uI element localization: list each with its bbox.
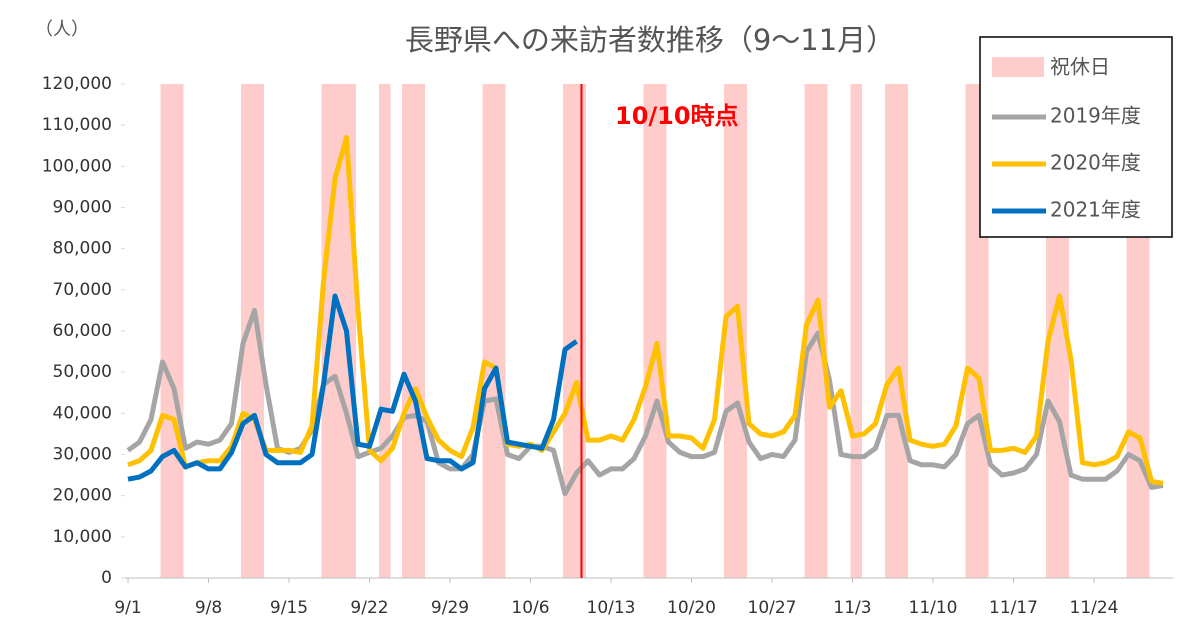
y-tick-label: 10,000 bbox=[53, 527, 112, 547]
holiday-band bbox=[172, 84, 184, 578]
x-tick-label: 11/24 bbox=[1070, 598, 1119, 618]
holiday-band bbox=[333, 84, 345, 578]
x-tick-label: 9/8 bbox=[195, 598, 222, 618]
x-tick-label: 9/22 bbox=[350, 598, 388, 618]
holiday-band bbox=[885, 84, 897, 578]
y-tick-label: 0 bbox=[101, 568, 112, 588]
holiday-band bbox=[655, 84, 667, 578]
y-tick-label: 40,000 bbox=[53, 403, 112, 423]
y-tick-label: 80,000 bbox=[53, 239, 112, 259]
holiday-band bbox=[413, 84, 425, 578]
x-tick-label: 11/3 bbox=[833, 598, 871, 618]
y-axis-label: （人） bbox=[35, 19, 89, 40]
holiday-band bbox=[804, 84, 816, 578]
holiday-band bbox=[494, 84, 506, 578]
holiday-band bbox=[965, 84, 977, 578]
x-tick-label: 11/17 bbox=[989, 598, 1038, 618]
series-line bbox=[127, 135, 1164, 486]
x-tick-label: 10/13 bbox=[587, 598, 636, 618]
legend-box bbox=[979, 36, 1173, 238]
y-tick-label: 70,000 bbox=[53, 280, 112, 300]
holiday-band bbox=[160, 84, 172, 578]
legend-swatch bbox=[992, 57, 1044, 77]
holiday-band bbox=[724, 84, 736, 578]
holiday-band bbox=[896, 84, 908, 578]
chart-title: 長野県への来訪者数推移（9～11月） bbox=[405, 23, 895, 57]
y-tick-label: 100,000 bbox=[42, 156, 112, 176]
holiday-band bbox=[402, 84, 414, 578]
holiday-band bbox=[574, 84, 586, 578]
legend-label: 2019年度 bbox=[1050, 104, 1141, 128]
holiday-band bbox=[977, 84, 989, 578]
y-tick-label: 20,000 bbox=[53, 486, 112, 506]
holiday-band bbox=[1126, 84, 1138, 578]
x-tick-label: 9/1 bbox=[114, 598, 141, 618]
y-tick-label: 50,000 bbox=[53, 362, 112, 382]
series-line bbox=[127, 293, 578, 482]
legend-label: 2020年度 bbox=[1050, 151, 1141, 175]
y-tick-label: 60,000 bbox=[53, 321, 112, 341]
x-tick-label: 10/27 bbox=[748, 598, 797, 618]
x-tick-label: 11/10 bbox=[909, 598, 958, 618]
y-tick-label: 120,000 bbox=[42, 74, 112, 94]
holiday-band bbox=[643, 84, 655, 578]
holiday-band bbox=[563, 84, 575, 578]
holiday-band bbox=[321, 84, 333, 578]
holiday-band bbox=[1138, 84, 1150, 578]
marker-label: 10/10時点 bbox=[615, 102, 739, 130]
x-tick-label: 10/6 bbox=[511, 598, 549, 618]
x-tick-label: 10/20 bbox=[667, 598, 716, 618]
holiday-band bbox=[344, 84, 356, 578]
holiday-band bbox=[1057, 84, 1069, 578]
y-tick-label: 110,000 bbox=[42, 115, 112, 135]
y-tick-label: 30,000 bbox=[53, 445, 112, 465]
legend-label: 祝休日 bbox=[1050, 55, 1110, 79]
y-tick-label: 90,000 bbox=[53, 198, 112, 218]
holiday-band bbox=[482, 84, 494, 578]
legend-label: 2021年度 bbox=[1050, 198, 1141, 222]
holiday-band bbox=[379, 84, 391, 578]
holiday-band bbox=[850, 84, 862, 578]
x-tick-label: 9/15 bbox=[270, 598, 308, 618]
x-tick-label: 9/29 bbox=[431, 598, 469, 618]
